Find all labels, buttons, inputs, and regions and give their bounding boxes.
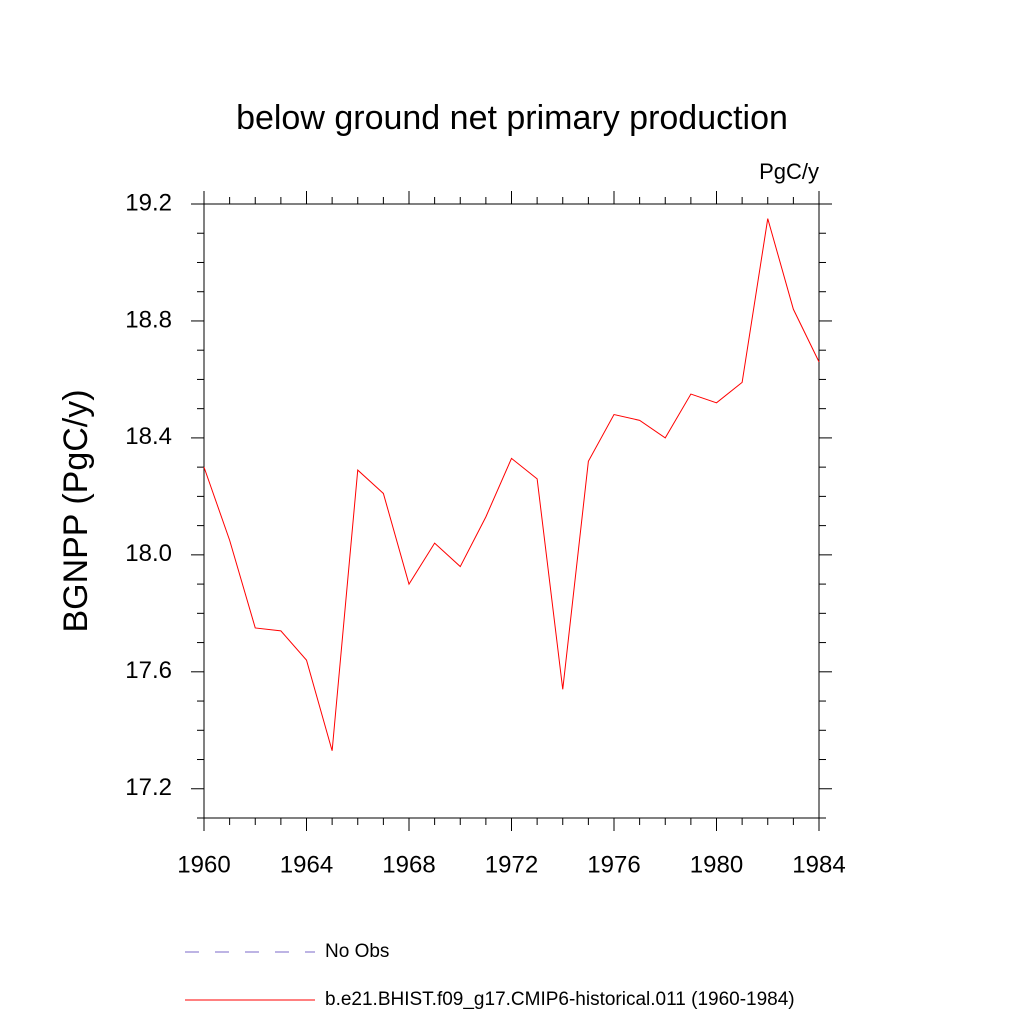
y-tick-label: 19.2 — [125, 189, 172, 216]
x-tick-label: 1980 — [690, 851, 743, 878]
y-tick-label: 17.6 — [125, 657, 172, 684]
x-tick-label: 1984 — [792, 851, 845, 878]
y-axis-label: BGNPP (PgC/y) — [57, 389, 95, 632]
x-tick-label: 1964 — [280, 851, 333, 878]
data-line — [203, 218, 820, 751]
units-label: PgC/y — [759, 159, 819, 184]
x-tick-label: 1960 — [177, 851, 230, 878]
plot-frame — [203, 203, 820, 819]
y-tick-label: 17.2 — [125, 774, 172, 801]
chart-title: below ground net primary production — [236, 99, 788, 137]
y-tick-label: 18.0 — [125, 540, 172, 567]
y-tick-label: 18.4 — [125, 423, 172, 450]
x-tick-label: 1976 — [587, 851, 640, 878]
x-tick-label: 1968 — [382, 851, 435, 878]
y-tick-label: 18.8 — [125, 306, 172, 333]
x-tick-label: 1972 — [485, 851, 538, 878]
legend-label: b.e21.BHIST.f09_g17.CMIP6-historical.011… — [325, 989, 795, 1010]
obs-legend-label: No Obs — [325, 941, 389, 962]
